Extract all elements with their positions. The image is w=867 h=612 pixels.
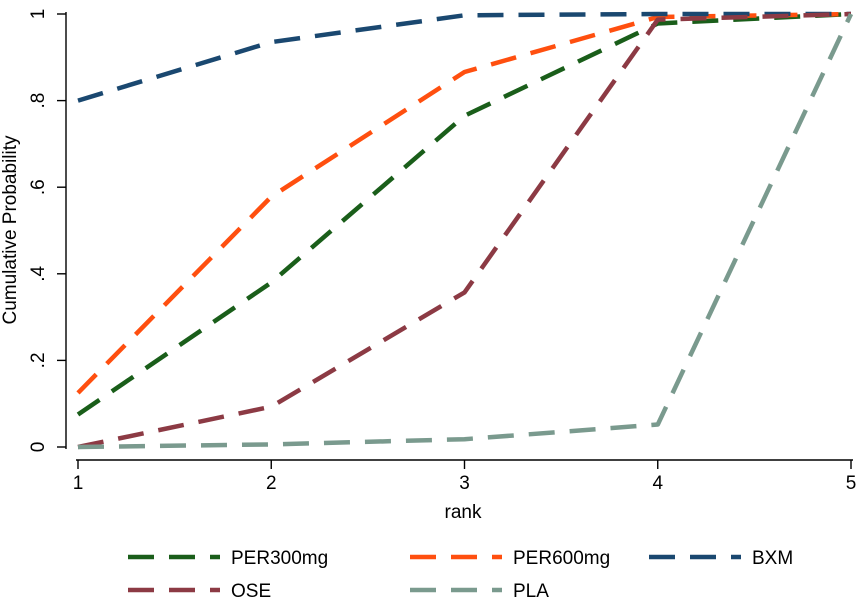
series-layer (76, 11, 854, 450)
legend-label-per300mg: PER300mg (231, 548, 328, 569)
x-axis-label: rank (445, 502, 482, 523)
x-tick-label: 1 (73, 473, 84, 494)
series-line-per600mg (76, 11, 852, 395)
y-axis-label: Cumulative Probability (0, 135, 21, 325)
legend-label-ose: OSE (231, 581, 271, 602)
x-tick-label: 3 (459, 473, 470, 494)
y-tick-label: .8 (28, 93, 49, 109)
y-tick-label: 0 (28, 442, 49, 453)
series-line-bxm (77, 11, 851, 103)
x-tick-label: 5 (846, 473, 857, 494)
y-tick-label: 1 (28, 9, 49, 20)
legend-label-per600mg: PER600mg (513, 548, 610, 569)
y-tick-label: .4 (28, 265, 49, 281)
y-tick-label: .2 (28, 352, 49, 368)
series-line-pla (77, 13, 854, 450)
series-line-ose (77, 11, 852, 450)
axes: 0 .2 .4 .6 .8 1 1 2 3 4 5 (28, 9, 856, 494)
legend: PER300mg PER600mg BXM OSE PLA (128, 548, 793, 602)
x-tick-label: 4 (652, 473, 663, 494)
legend-label-bxm: BXM (752, 548, 793, 569)
x-tick-label: 2 (266, 473, 277, 494)
y-tick-label: .6 (28, 179, 49, 195)
legend-label-pla: PLA (513, 581, 549, 602)
